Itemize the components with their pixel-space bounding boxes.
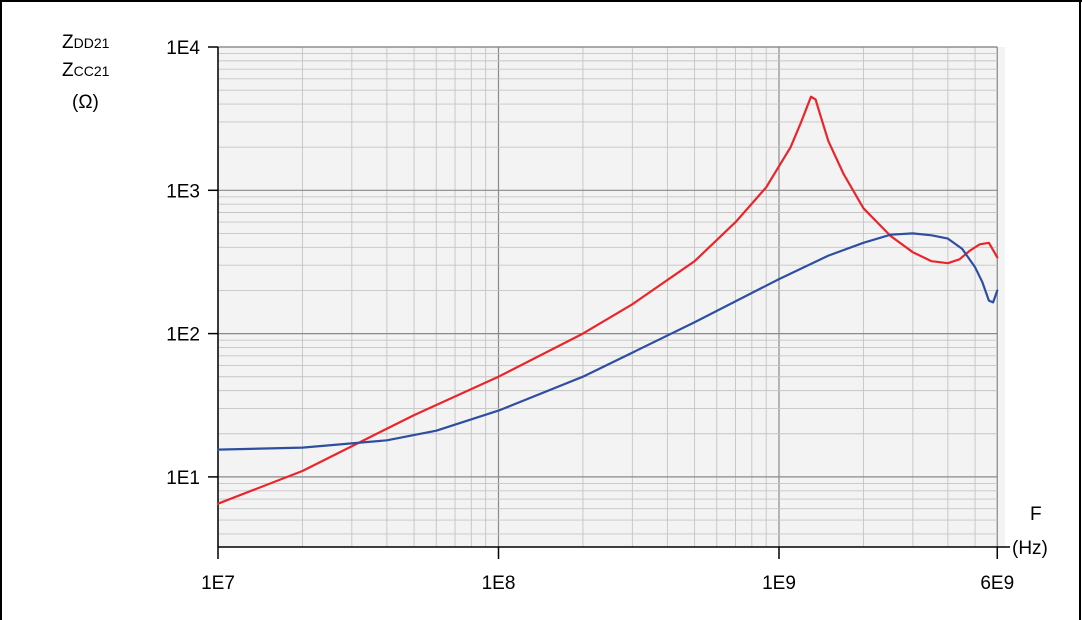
grid xyxy=(217,46,998,547)
plot-area xyxy=(218,47,1005,547)
x-tick-label: 6E9 xyxy=(980,573,1014,594)
series-group xyxy=(216,95,999,505)
x-axis-label-line2: (Hz) xyxy=(1012,538,1048,559)
y-tick-label: 1E1 xyxy=(166,468,200,489)
y-tick-label: 1E4 xyxy=(166,38,200,59)
y-axis-label-line1-sub: DD21 xyxy=(74,35,110,51)
x-tick-label: 1E7 xyxy=(201,573,235,594)
x-tick-label: 1E9 xyxy=(762,573,796,594)
y-axis-label-unit: (Ω) xyxy=(72,92,99,113)
y-axis-label-line1: ZDD21 xyxy=(62,32,110,53)
y-tick-label: 1E3 xyxy=(166,181,200,202)
y-axis-label-line2-main: Z xyxy=(62,60,74,81)
series-line-blue xyxy=(216,232,999,451)
y-tick-label: 1E2 xyxy=(166,325,200,346)
x-axis-label-line1: F xyxy=(1030,504,1042,525)
y-axis-label-line2: ZCC21 xyxy=(62,60,110,81)
ticks: 1E7 1E8 1E9 6E9 1E1 1E2 1E3 1E4 xyxy=(166,38,1014,594)
x-tick-label: 1E8 xyxy=(482,573,516,594)
series-line-red xyxy=(216,95,999,505)
y-axis-label-line2-sub: CC21 xyxy=(74,63,110,79)
y-axis-label-line1-main: Z xyxy=(62,32,74,53)
